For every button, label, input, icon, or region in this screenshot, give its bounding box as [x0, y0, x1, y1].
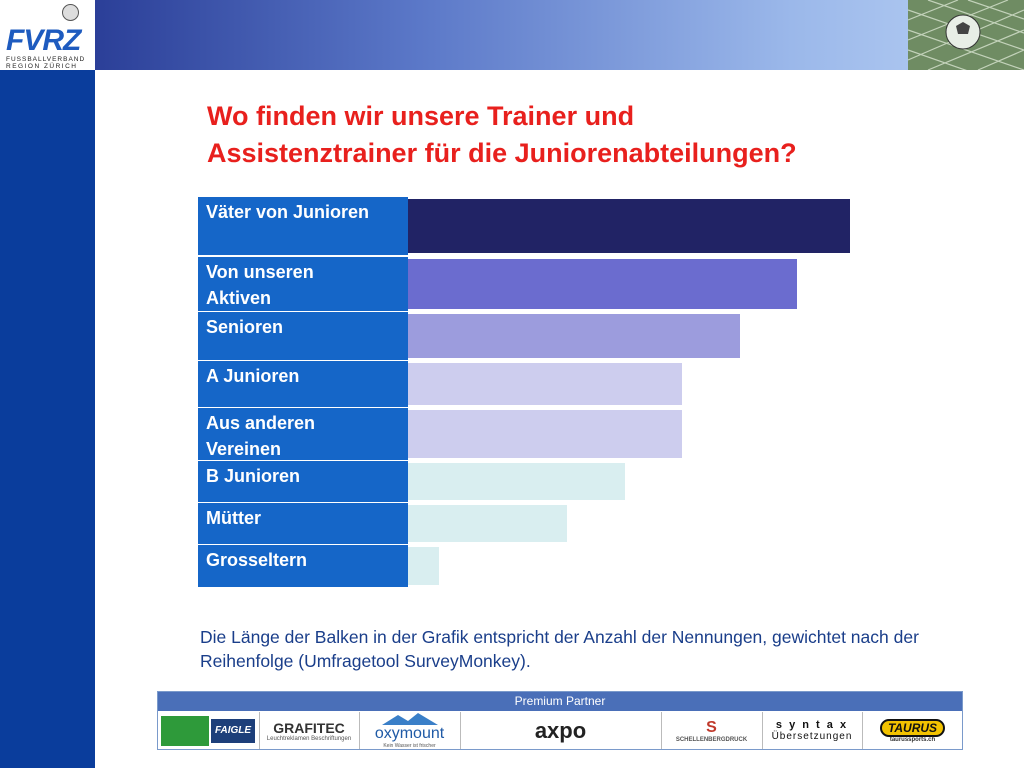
- sponsor-faigle[interactable]: FAIGLE: [158, 712, 258, 749]
- category-label: Aus anderen Vereinen: [198, 408, 408, 460]
- goal-net-image: [908, 0, 1024, 70]
- bar: [408, 259, 797, 309]
- bar: [408, 199, 850, 253]
- sponsor-syntax-top: s y n t a x: [775, 719, 849, 731]
- sponsor-grafitec[interactable]: GRAFITEC Leuchtreklamen Beschriftungen: [259, 712, 358, 749]
- category-label-line: Vereinen: [206, 439, 282, 459]
- category-label: Von unseren Aktiven: [198, 257, 408, 311]
- slide-title: Wo finden wir unsere Trainer und Assiste…: [207, 98, 947, 172]
- sponsor-syntax[interactable]: s y n t a x Übersetzungen: [762, 712, 861, 749]
- sponsor-header: Premium Partner: [158, 692, 962, 711]
- sponsor-syntax-bottom: Übersetzungen: [771, 731, 853, 742]
- category-label-line: Senioren: [206, 317, 284, 337]
- sponsor-grafitec-label: GRAFITEC: [273, 719, 345, 736]
- category-label: Mütter: [198, 503, 408, 544]
- chart-footnote: Die Länge der Balken in der Grafik entsp…: [200, 627, 919, 671]
- category-label-line: Väter von Junioren: [206, 202, 370, 222]
- category-label: Senioren: [198, 312, 408, 360]
- sponsor-axpo-label: axpo: [534, 717, 587, 743]
- goal-net-photo: [908, 0, 1024, 70]
- bar: [408, 463, 625, 500]
- logo-subtitle-1: FUSSBALLVERBAND: [6, 56, 86, 63]
- bar: [408, 314, 740, 358]
- sponsor-axpo[interactable]: axpo: [460, 712, 660, 749]
- sponsor-taurus-label: TAURUS: [879, 718, 946, 737]
- category-label: B Junioren: [198, 461, 408, 502]
- category-label-line: Mütter: [206, 508, 261, 528]
- sponsor-oxymount-sub: Kein Wasser ist frischer: [383, 742, 436, 749]
- sponsor-taurus-sub: taurussports.ch: [889, 736, 936, 743]
- header-banner: [95, 0, 1024, 70]
- sponsor-oxymount-label: oxymount: [374, 724, 445, 742]
- sponsor-faigle-label: FAIGLE: [211, 718, 255, 743]
- category-label: A Junioren: [198, 361, 408, 407]
- sponsor-taurus[interactable]: TAURUS taurussports.ch: [862, 712, 962, 749]
- category-label-line: B Junioren: [206, 466, 301, 486]
- football-icon: [62, 4, 79, 21]
- faigle-green-block-icon: [161, 715, 209, 746]
- sponsor-grafitec-sub: Leuchtreklamen Beschriftungen: [266, 735, 352, 742]
- sponsor-schellenberg[interactable]: S SCHELLENBERGDRUCK: [661, 712, 761, 749]
- bar: [408, 547, 439, 585]
- category-label-line: A Junioren: [206, 366, 300, 386]
- category-label: Väter von Junioren: [198, 197, 408, 255]
- sponsor-oxymount[interactable]: oxymount Kein Wasser ist frischer: [359, 712, 459, 749]
- schellenberg-s-icon: S: [706, 718, 717, 736]
- mountain-icon: [381, 712, 438, 725]
- category-label: Grosseltern: [198, 545, 408, 587]
- title-line-1: Wo finden wir unsere Trainer und: [207, 101, 635, 131]
- category-label-line: Aus anderen: [206, 413, 316, 433]
- category-label-line: Aktiven: [206, 288, 272, 308]
- sponsor-schellenberg-label: SCHELLENBERGDRUCK: [675, 736, 748, 743]
- bar: [408, 363, 683, 405]
- logo-wordmark: FVRZ: [6, 24, 81, 57]
- fvrz-logo: FVRZ FUSSBALLVERBAND REGION ZÜRICH: [0, 0, 95, 70]
- category-label-line: Von unseren: [206, 262, 314, 282]
- bar: [408, 505, 568, 542]
- category-label-line: Grosseltern: [206, 550, 308, 570]
- logo-subtitle-2: REGION ZÜRICH: [6, 63, 78, 70]
- title-line-2: Assistenztrainer für die Juniorenabteilu…: [207, 138, 797, 168]
- left-accent-bar: [0, 70, 95, 768]
- bar: [408, 410, 683, 458]
- sponsor-strip: Premium Partner FAIGLE GRAFITEC Leuchtre…: [157, 691, 963, 750]
